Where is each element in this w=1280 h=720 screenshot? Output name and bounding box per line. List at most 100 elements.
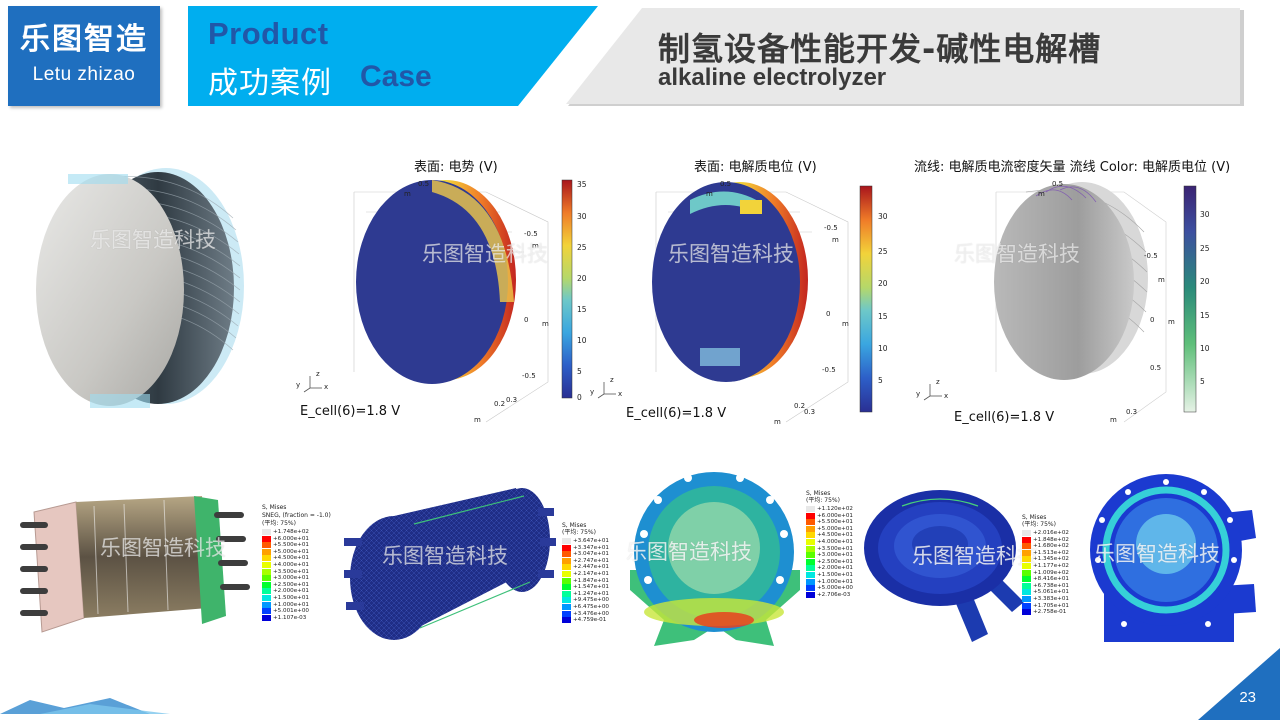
plate-stress-render: 乐图智造科技 xyxy=(862,484,1038,648)
legend-row: +2.706e-03 xyxy=(806,591,850,599)
legend-value: +3.000e+01 xyxy=(817,552,853,559)
legend-head: SNEG, (fraction = -1.0) xyxy=(262,512,331,519)
axis-unit: m xyxy=(404,190,411,198)
legend-swatch xyxy=(1022,536,1031,543)
legend-row: +6.000e+01 xyxy=(806,512,853,520)
legend-swatch xyxy=(562,564,571,571)
legend-row: +6.475e+00 xyxy=(562,604,609,611)
colorbar-tick: 30 xyxy=(577,212,587,221)
colorbar-tick: 25 xyxy=(1200,244,1210,253)
legend-swatch xyxy=(262,555,271,562)
fe-mesh-drawing xyxy=(344,488,556,640)
legend-swatch xyxy=(262,601,271,608)
legend-swatch xyxy=(1022,582,1031,589)
legend-row: +3.347e+01 xyxy=(562,544,609,552)
legend-swatch xyxy=(806,591,815,598)
legend-row: +2.000e+01 xyxy=(806,565,853,572)
legend-swatch xyxy=(1022,596,1031,602)
axis-tick: -0.5 xyxy=(522,372,536,380)
axis-unit: m xyxy=(832,236,839,244)
legend-value: +1.247e+01 xyxy=(573,590,609,597)
logo-name-cn: 乐图智造 xyxy=(20,22,148,57)
page-title-cn: 制氢设备性能开发-碱性电解槽 xyxy=(658,30,1102,68)
legend-value: +3.500e+01 xyxy=(273,568,309,575)
legend-row: +1.748e+02 xyxy=(262,529,309,536)
legend-value: +3.383e+01 xyxy=(1033,596,1069,602)
legend-value: +1.345e+02 xyxy=(1033,556,1069,563)
legend-row: +1.345e+02 xyxy=(1022,556,1069,563)
axis-tick: 0.3 xyxy=(804,408,816,416)
legend-row: +3.476e+00 xyxy=(562,610,609,618)
legend-swatch xyxy=(262,529,271,535)
streamline-plot: 流线: 电解质电流密度矢量 流线 Color: 电解质电位 (V) xyxy=(896,152,1246,432)
axis-unit: m xyxy=(842,320,849,328)
electrolyzer-render-drawing xyxy=(36,168,244,408)
legend-swatch xyxy=(806,585,815,592)
legend-value: +6.000e+01 xyxy=(273,535,309,542)
legend-row: +4.000e+01 xyxy=(262,562,309,569)
legend-head: S, Mises xyxy=(562,522,587,529)
legend-value: +4.000e+01 xyxy=(273,562,309,568)
legend-row: +2.016e+02 xyxy=(1022,530,1069,537)
legend-swatch xyxy=(562,604,571,610)
legend-value: +1.009e+02 xyxy=(1033,569,1069,576)
axis-unit: m xyxy=(1038,190,1045,198)
legend-row: +1.177e+02 xyxy=(1022,563,1069,570)
legend-row: +5.001e+00 xyxy=(262,608,309,615)
legend-swatch xyxy=(806,512,815,519)
electrolyzer-render: 乐图智造科技 xyxy=(28,158,253,420)
mises-legend-2: S, Mises (平均: 75%) +3.647e+01 +3.347e+01 +… xyxy=(562,522,636,624)
axis-tick: 0.5 xyxy=(418,180,430,188)
legend-swatch xyxy=(262,614,271,621)
triad-z: z xyxy=(610,376,614,384)
triad-x: x xyxy=(618,390,623,398)
potential-plot-title: 表面: 电势 (V) xyxy=(414,160,498,175)
electrolyte-plot-title: 表面: 电解质电位 (V) xyxy=(694,160,817,175)
legend-swatch xyxy=(806,552,815,559)
axis-tick: 0.5 xyxy=(1052,180,1064,188)
legend-swatch xyxy=(262,581,271,588)
axis-unit: m xyxy=(1110,416,1117,424)
legend-row: +1.000e+01 xyxy=(262,601,309,609)
legend-value: +5.001e+00 xyxy=(273,608,309,615)
flange-stress-drawing xyxy=(630,472,800,646)
legend-swatch xyxy=(1022,609,1031,616)
legend-head: S, Mises xyxy=(262,504,287,511)
legend-value: +4.000e+01 xyxy=(817,539,853,545)
triad-y: y xyxy=(590,388,595,396)
stack-assembly-drawing xyxy=(20,496,250,633)
legend-row: +5.000e+00 xyxy=(806,585,853,592)
axis-tick: -0.5 xyxy=(524,230,538,238)
ecell-label: E_cell(6)=1.8 V xyxy=(954,410,1055,425)
legend-row: +1.513e+02 xyxy=(1022,549,1069,557)
legend-row: +6.738e+01 xyxy=(1022,582,1069,590)
legend-swatch xyxy=(1022,563,1031,569)
axis-tick: 0.3 xyxy=(1126,408,1138,416)
ring-flange-render: 乐图智造科技 xyxy=(1084,474,1260,644)
page-number: 23 xyxy=(1239,689,1256,706)
axis-unit: m xyxy=(532,242,539,250)
potential-plot: 表面: 电势 (V) 0.5 m -0.5 m 0 m -0.5 0 xyxy=(286,152,596,430)
case-label-en: Case xyxy=(360,60,432,93)
legend-row: +1.000e+01 xyxy=(806,578,853,586)
legend-row: +3.000e+01 xyxy=(262,575,309,582)
legend-value: +1.500e+01 xyxy=(817,572,853,578)
legend-row: +1.247e+01 xyxy=(562,590,609,598)
legend-value: +2.758e-01 xyxy=(1033,609,1067,616)
legend-swatch xyxy=(262,562,271,568)
legend-swatch xyxy=(562,544,571,551)
legend-swatch xyxy=(562,597,571,604)
case-label-cn: 成功案例 xyxy=(208,66,332,101)
triad-z: z xyxy=(316,370,320,378)
legend-row: +3.000e+01 xyxy=(806,552,853,559)
colorbar-tick: 5 xyxy=(878,376,883,385)
legend-head: S, Mises xyxy=(806,490,831,497)
stack-assembly-render: 乐图智造科技 xyxy=(14,492,258,642)
legend-row: +4.000e+01 xyxy=(806,539,853,546)
legend-swatch xyxy=(262,535,271,542)
colorbar-tick: 15 xyxy=(878,312,888,321)
triad-x: x xyxy=(324,383,329,391)
colorbar-tick: 0 xyxy=(577,393,582,402)
legend-value: +4.759e-01 xyxy=(573,617,607,624)
legend-value: +5.500e+01 xyxy=(273,542,309,549)
